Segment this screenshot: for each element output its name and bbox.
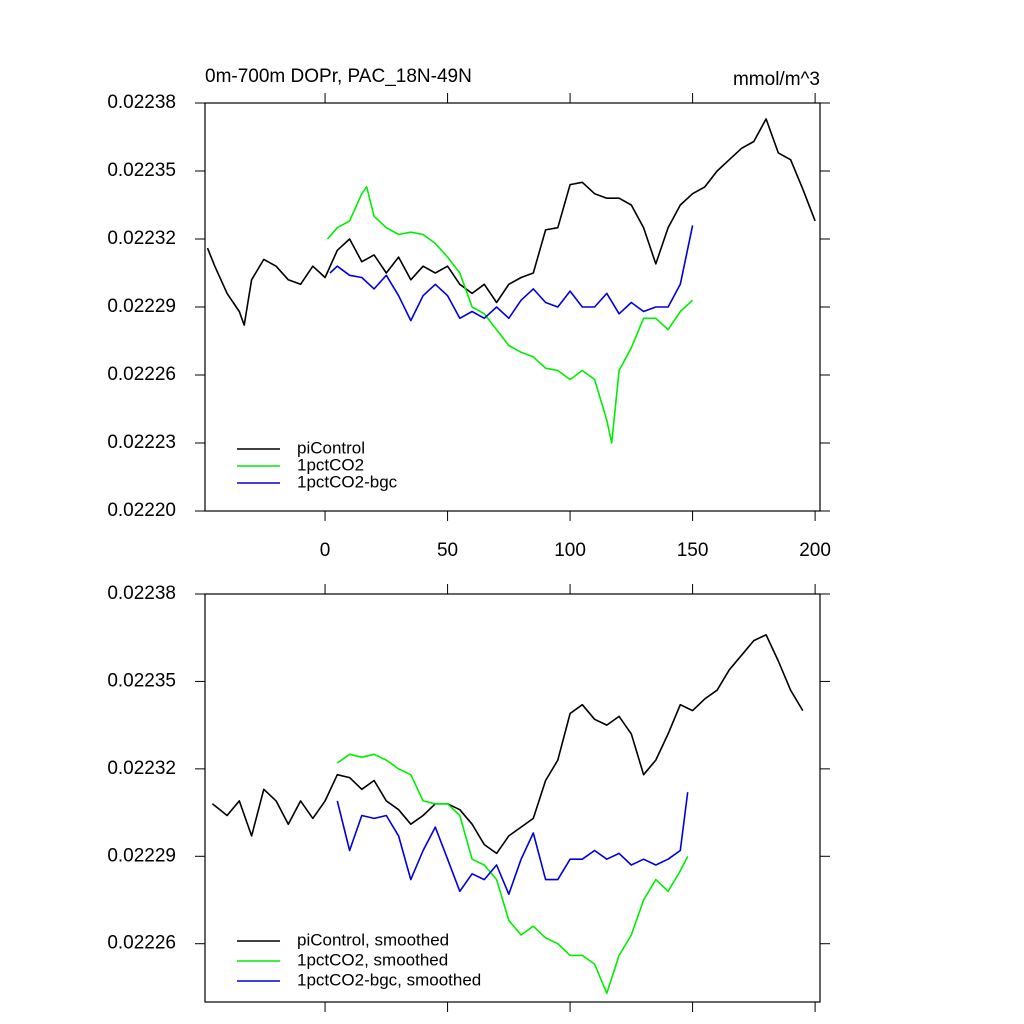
series-line bbox=[326, 186, 694, 444]
y-tick-label: 0.02229 bbox=[107, 296, 176, 317]
legend-label: piControl, smoothed bbox=[297, 930, 449, 949]
legend-label: piControl bbox=[297, 438, 365, 457]
y-tick-label: 0.02232 bbox=[107, 228, 176, 249]
legend-label: 1pctCO2-bgc, smoothed bbox=[297, 970, 481, 989]
y-tick-label: 0.02235 bbox=[107, 160, 176, 181]
plot-frame bbox=[204, 593, 821, 1003]
series-line bbox=[329, 225, 694, 322]
x-tick-label: 200 bbox=[799, 540, 831, 561]
y-tick-label: 0.02235 bbox=[107, 670, 176, 691]
y-tick-label: 0.02238 bbox=[107, 92, 176, 113]
legend-label: 1pctCO2 bbox=[297, 455, 364, 474]
x-tick-label: 100 bbox=[554, 540, 586, 561]
chart-title: 0m-700m DOPr, PAC_18N-49N bbox=[205, 66, 472, 87]
legend-label: 1pctCO2-bgc bbox=[297, 472, 398, 491]
x-tick-label: 0 bbox=[320, 540, 331, 561]
series-line bbox=[336, 792, 689, 896]
y-tick-label: 0.02220 bbox=[107, 500, 176, 521]
series-line bbox=[206, 118, 816, 326]
y-tick-label: 0.02229 bbox=[107, 845, 176, 866]
legend-label: 1pctCO2, smoothed bbox=[297, 950, 448, 969]
y-tick-label: 0.02226 bbox=[107, 933, 176, 954]
y-tick-label: 0.02232 bbox=[107, 758, 176, 779]
y-tick-label: 0.02226 bbox=[107, 364, 176, 385]
series-line bbox=[211, 633, 804, 855]
y-tick-label: 0.02238 bbox=[107, 583, 176, 604]
x-tick-label: 50 bbox=[437, 540, 458, 561]
units-label: mmol/m^3 bbox=[733, 69, 820, 90]
y-tick-label: 0.02223 bbox=[107, 432, 176, 453]
series-line bbox=[336, 753, 689, 995]
x-tick-label: 150 bbox=[677, 540, 709, 561]
